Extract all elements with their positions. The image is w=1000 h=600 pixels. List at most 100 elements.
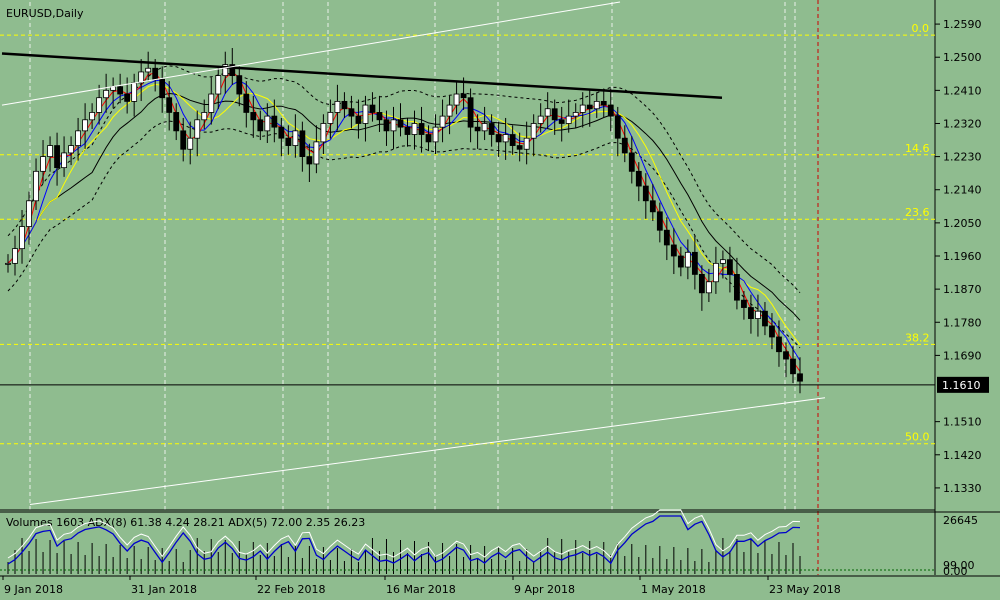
candle-body: [54, 145, 60, 169]
candle-body: [727, 259, 733, 275]
candle-body: [691, 251, 698, 275]
date-axis: 9 Jan 2018 31 Jan 2018 22 Feb 2018 16 Mar 2…: [0, 575, 1000, 596]
candle-body: [705, 281, 712, 294]
candle-body: [783, 351, 789, 360]
candle-body: [790, 358, 796, 375]
upper-band-line: [7, 65, 801, 294]
trendlines: [0, 1, 935, 505]
candle-body: [572, 112, 579, 117]
candle-body: [397, 119, 404, 128]
candle-body: [145, 67, 152, 73]
candle-body: [12, 248, 18, 264]
price-tick-label: 1.1780: [943, 316, 982, 329]
current-price-label: 1.1610: [942, 379, 981, 392]
candle-body: [33, 170, 39, 202]
price-tick-label: 1.2050: [943, 217, 982, 230]
candle-body: [418, 123, 425, 135]
candle-body: [628, 152, 635, 172]
candle-body: [124, 93, 131, 102]
candle-body: [299, 130, 306, 158]
candle-body: [278, 126, 285, 139]
indicator-panel: Volumes 1603 ADX(8) 61.38 4.24 28.21 ADX…: [0, 509, 1000, 578]
candle-body: [264, 115, 271, 132]
candle-body: [313, 141, 320, 165]
candle-body: [488, 123, 495, 135]
date-tick-label: 9 Jan 2018: [4, 583, 63, 596]
candle-body: [670, 244, 677, 257]
candle-body: [558, 119, 565, 124]
candle-body: [411, 123, 418, 135]
price-axis: 1.2590 1.2500 1.2410 1.2320 1.2230 1.2140 1.20…: [935, 18, 989, 495]
candle-body: [229, 64, 236, 77]
candle-body: [96, 97, 103, 113]
candle-body: [600, 100, 607, 106]
candle-body: [89, 112, 96, 121]
candle-body: [453, 93, 460, 106]
candle-body: [194, 119, 201, 139]
candle-body: [376, 112, 383, 121]
candle-body: [698, 274, 705, 294]
candle-body: [369, 104, 376, 113]
candle-body: [649, 200, 656, 213]
candle-body: [103, 89, 110, 99]
candle-body: [684, 251, 691, 268]
candle-body: [607, 104, 614, 117]
candle-body: [215, 75, 222, 95]
candle-body: [152, 67, 159, 80]
candle-body: [82, 119, 88, 132]
candle-body: [236, 75, 243, 95]
candle-body: [656, 211, 663, 231]
candle-body: [544, 108, 551, 117]
price-tick-label: 1.2410: [943, 84, 982, 97]
candle-body: [663, 229, 670, 246]
candle-body: [159, 78, 166, 99]
candle-body: [47, 145, 53, 158]
ma-black-line: [7, 92, 801, 321]
candle-body: [404, 126, 411, 135]
fib-level-label: 50.0: [905, 431, 930, 444]
candle-body: [5, 262, 11, 265]
candle-body: [635, 170, 642, 187]
indicator-tick-label: 0.00: [943, 565, 968, 578]
candle-body: [250, 112, 257, 121]
fib-level-label: 0.0: [912, 22, 930, 35]
fib-level-label: 14.6: [905, 142, 930, 155]
candle-body: [68, 145, 74, 154]
candle-body: [481, 123, 488, 132]
adx-white-line: [7, 509, 801, 559]
fibonacci-levels: 0.0 14.6 23.6 38.2 50.0: [0, 22, 935, 445]
candle-body: [271, 115, 278, 128]
candle-body: [334, 100, 341, 113]
candle-body: [208, 93, 215, 113]
candle-body: [502, 134, 509, 143]
candle-body: [320, 123, 327, 143]
candle-body: [755, 310, 761, 319]
indicator-tick-label: 99.00: [943, 559, 975, 572]
candle-body: [19, 226, 25, 250]
candle-body: [292, 130, 299, 146]
candle-body: [222, 64, 229, 77]
price-tick-label: 1.2320: [943, 117, 982, 130]
candle-body: [166, 97, 173, 113]
candle-body: [797, 373, 803, 382]
candle-body: [390, 119, 397, 132]
indicator-envelopes: [7, 65, 801, 372]
candle-body: [243, 93, 250, 113]
price-tick-label: 1.1870: [943, 283, 982, 296]
date-tick-label: 16 Mar 2018: [386, 583, 456, 596]
candle-body: [712, 262, 719, 283]
price-tick-label: 1.1690: [943, 349, 982, 362]
candle-body: [138, 71, 145, 84]
candle-body: [614, 115, 621, 139]
fib-level-label: 23.6: [905, 206, 930, 219]
indicator-tick-label: 26645: [943, 514, 978, 527]
candle-body: [180, 130, 187, 150]
candle-body: [460, 93, 467, 99]
candle-body: [523, 137, 530, 150]
candle-body: [748, 307, 754, 319]
candle-body: [341, 100, 348, 110]
indicator-label: Volumes 1603 ADX(8) 61.38 4.24 28.21 ADX…: [6, 516, 365, 529]
candle-body: [285, 137, 292, 146]
candlesticks: [5, 48, 803, 394]
